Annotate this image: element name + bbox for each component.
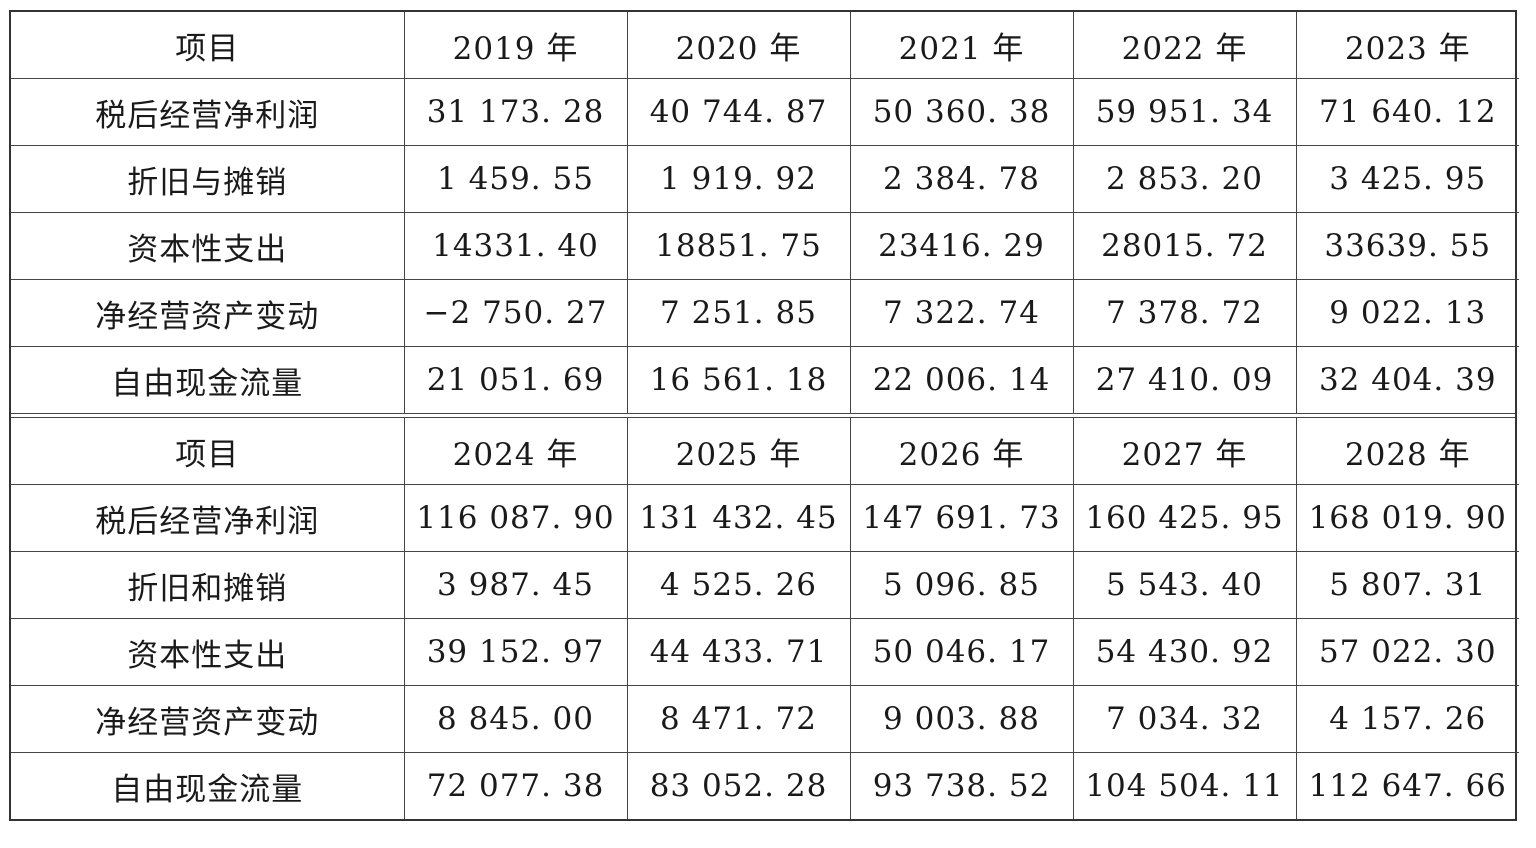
value-cell: 2 384. 78 [850,145,1074,213]
table-row: 折旧与摊销 1 459. 55 1 919. 92 2 384. 78 2 85… [11,145,1519,213]
row-label: 折旧与摊销 [11,145,405,213]
header-cell-item: 项目 [11,418,405,485]
table-row: 自由现金流量 72 077. 38 83 052. 28 93 738. 52 … [11,752,1519,819]
value-cell: 50 046. 17 [850,618,1074,686]
header-row: 项目 2024 年 2025 年 2026 年 2027 年 2028 年 [11,418,1519,485]
row-label: 自由现金流量 [11,752,405,819]
value-cell: 5 096. 85 [850,551,1074,619]
value-cell: 112 647. 66 [1308,768,1507,804]
value-cell: 27 410. 09 [1073,346,1297,413]
row-label: 资本性支出 [11,212,405,280]
value-cell: 54 430. 92 [1073,618,1297,686]
row-label: 净经营资产变动 [11,279,405,347]
table-row: 税后经营净利润 31 173. 28 40 744. 87 50 360. 38… [11,78,1519,146]
value-cell: 9 003. 88 [850,685,1074,753]
row-label: 折旧和摊销 [11,551,405,619]
value-cell: 7 034. 32 [1073,685,1297,753]
value-cell: 23416. 29 [850,212,1074,280]
value-cell: 3 425. 95 [1296,145,1519,213]
table-row: 净经营资产变动 8 845. 00 8 471. 72 9 003. 88 7 … [11,685,1519,753]
value-cell: 2 853. 20 [1073,145,1297,213]
value-cell: 93 738. 52 [850,752,1074,819]
value-cell: 28015. 72 [1073,212,1297,280]
value-cell: 7 251. 85 [627,279,851,347]
row-label: 自由现金流量 [11,346,405,413]
value-cell: 59 951. 34 [1073,78,1297,146]
table-row: 自由现金流量 21 051. 69 16 561. 18 22 006. 14 … [11,346,1519,413]
row-label: 税后经营净利润 [11,78,405,146]
value-cell: 33639. 55 [1296,212,1519,280]
value-cell: 168 019. 90 [1296,484,1519,552]
double-rule-separator [11,413,1515,418]
value-cell: 3 987. 45 [404,551,628,619]
value-cell: 57 022. 30 [1296,618,1519,686]
row-label: 税后经营净利润 [11,484,405,552]
free-cash-flow-table: 项目 2019 年 2020 年 2021 年 2022 年 2023 年 税后… [9,10,1519,821]
table-block-2019-2023: 项目 2019 年 2020 年 2021 年 2022 年 2023 年 税后… [11,12,1519,413]
value-cell: −2 750. 27 [404,279,628,347]
value-cell: 50 360. 38 [850,78,1074,146]
value-cell: 1 919. 92 [627,145,851,213]
table-row: 资本性支出 39 152. 97 44 433. 71 50 046. 17 5… [11,618,1519,686]
value-cell: 14331. 40 [404,212,628,280]
value-cell: 21 051. 69 [404,346,628,413]
value-cell: 18851. 75 [627,212,851,280]
value-cell: 4 157. 26 [1296,685,1519,753]
value-cell: 83 052. 28 [627,752,851,819]
header-cell-year: 2025 年 [627,418,851,485]
value-cell: 32 404. 39 [1318,362,1497,398]
value-cell: 39 152. 97 [404,618,628,686]
header-cell-year: 2024 年 [404,418,628,485]
header-cell-year: 2021 年 [850,12,1074,79]
value-cell: 5 543. 40 [1073,551,1297,619]
value-cell: 7 378. 72 [1073,279,1297,347]
value-cell: 147 691. 73 [850,484,1074,552]
table-block-2024-2028: 项目 2024 年 2025 年 2026 年 2027 年 2028 年 税后… [11,418,1519,819]
value-cell: 116 087. 90 [404,484,628,552]
row-label: 净经营资产变动 [11,685,405,753]
header-cell-year: 2020 年 [627,12,851,79]
value-cell: 131 432. 45 [627,484,851,552]
row-label: 资本性支出 [11,618,405,686]
header-cell-year: 2026 年 [850,418,1074,485]
value-cell: 16 561. 18 [627,346,851,413]
table-row: 资本性支出 14331. 40 18851. 75 23416. 29 2801… [11,212,1519,280]
table-row: 净经营资产变动 −2 750. 27 7 251. 85 7 322. 74 7… [11,279,1519,347]
value-cell: 22 006. 14 [850,346,1074,413]
value-cell: 8 845. 00 [404,685,628,753]
value-cell: 44 433. 71 [627,618,851,686]
value-cell: 7 322. 74 [850,279,1074,347]
value-cell: 71 640. 12 [1296,78,1519,146]
value-cell: 104 504. 11 [1073,752,1297,819]
value-cell: 4 525. 26 [627,551,851,619]
table-row: 税后经营净利润 116 087. 90 131 432. 45 147 691.… [11,484,1519,552]
header-cell-year: 2028 年 [1296,418,1519,485]
header-cell-year: 2023 年 [1296,12,1519,79]
value-cell: 31 173. 28 [404,78,628,146]
value-cell: 40 744. 87 [627,78,851,146]
header-cell-year: 2027 年 [1073,418,1297,485]
value-cell: 9 022. 13 [1296,279,1519,347]
table-row: 折旧和摊销 3 987. 45 4 525. 26 5 096. 85 5 54… [11,551,1519,619]
value-cell: 1 459. 55 [404,145,628,213]
header-cell-year: 2019 年 [404,12,628,79]
value-cell: 160 425. 95 [1073,484,1297,552]
value-cell: 72 077. 38 [404,752,628,819]
header-row: 项目 2019 年 2020 年 2021 年 2022 年 2023 年 [11,12,1519,79]
value-cell: 8 471. 72 [627,685,851,753]
header-cell-item: 项目 [11,12,405,79]
header-cell-year: 2022 年 [1073,12,1297,79]
value-cell: 5 807. 31 [1296,551,1519,619]
